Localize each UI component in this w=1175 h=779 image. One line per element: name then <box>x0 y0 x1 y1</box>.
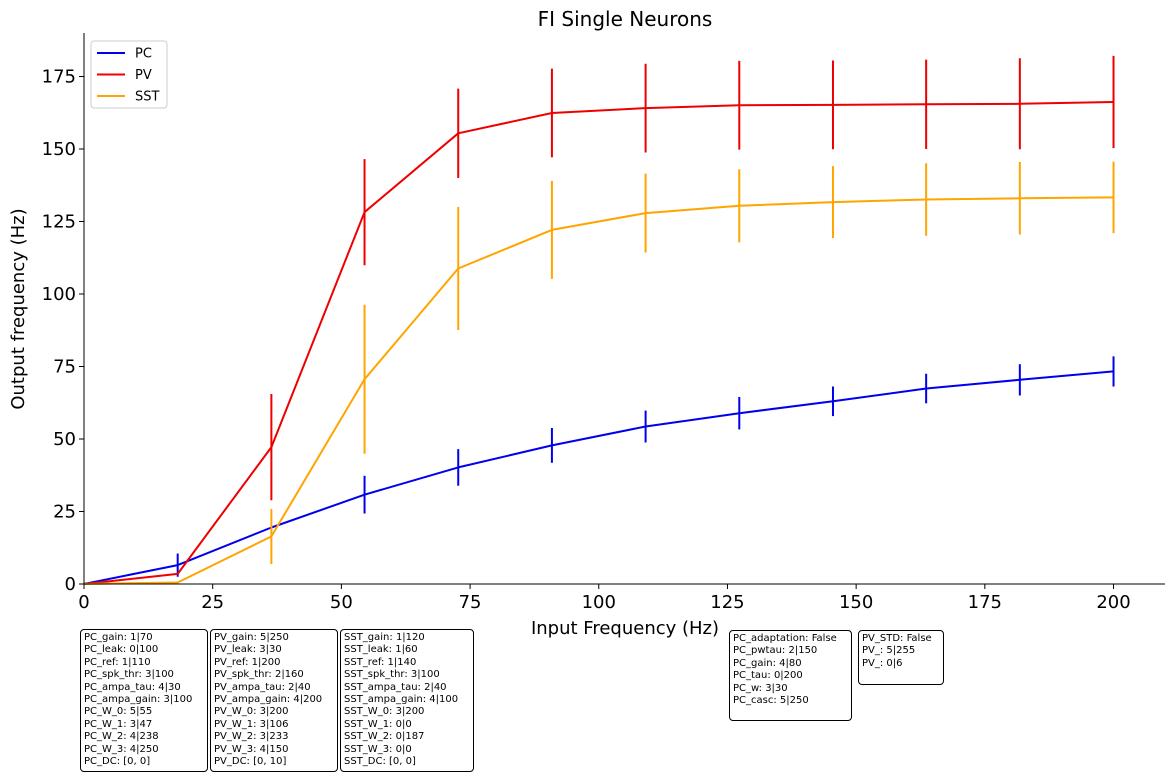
series-line-pc <box>83 370 1114 585</box>
param-line: PC_W_2: 4|238 <box>84 731 159 743</box>
x-tick-label: 25 <box>201 592 224 613</box>
y-tick-label: 75 <box>53 357 76 378</box>
param-line: SST_leak: 1|60 <box>344 644 418 656</box>
chart-title: FI Single Neurons <box>538 7 713 31</box>
param-line: PV_STD: False <box>862 633 932 644</box>
param-line: PC_leak: 0|100 <box>84 644 159 656</box>
param-line: PC_spk_thr: 3|100 <box>84 669 174 681</box>
param-line: PV_W_0: 3|200 <box>214 706 289 718</box>
plot-area <box>83 55 1115 585</box>
y-tick-label: 50 <box>53 429 76 450</box>
param-line: SST_spk_thr: 3|100 <box>344 669 440 681</box>
y-tick-label: 175 <box>42 67 76 88</box>
x-tick-label: 200 <box>1096 592 1130 613</box>
x-tick-label: 100 <box>582 592 616 613</box>
param-line: PV_spk_thr: 2|160 <box>214 669 304 681</box>
param-line: PV_: 0|6 <box>862 657 903 669</box>
param-line: PC_casc: 5|250 <box>733 695 809 707</box>
param-line: PC_tau: 0|200 <box>733 670 803 682</box>
y-tick-label: 125 <box>42 212 76 233</box>
param-line: PV_ampa_tau: 2|40 <box>214 681 311 693</box>
param-line: PC_gain: 1|70 <box>84 632 153 643</box>
y-tick-label: 25 <box>53 502 76 523</box>
param-line: PC_W_0: 5|55 <box>84 706 153 718</box>
x-tick-label: 0 <box>78 592 89 613</box>
param-line: PC_ampa_tau: 4|30 <box>84 681 181 693</box>
param-line: PC_adaptation: False <box>733 633 837 644</box>
pv-std-box: PV_STD: False PV_: 5|255 PV_: 0|6 <box>858 630 944 685</box>
param-line: SST_W_1: 0|0 <box>344 718 412 730</box>
x-tick-label: 150 <box>839 592 873 613</box>
param-line: PC_W_3: 4|250 <box>84 743 159 755</box>
param-line: PC_W_1: 3|47 <box>84 718 153 730</box>
pc-adaptation-box: PC_adaptation: False PC_pwtau: 2|150 PC_ga… <box>729 630 852 721</box>
legend-label: PC <box>135 47 152 62</box>
series-line-sst <box>83 196 1114 585</box>
param-line: PC_w: 3|30 <box>733 682 788 694</box>
sst-params-box: SST_gain: 1|120 SST_leak: 1|60 SST_ref: 1|… <box>340 629 474 772</box>
legend-label: PV <box>135 68 152 83</box>
y-axis-label: Output frequency (Hz) <box>8 208 29 409</box>
param-line: PV_ampa_gain: 4|200 <box>214 694 323 706</box>
pc-params-box: PC_gain: 1|70 PC_leak: 0|100 PC_ref: 1|110… <box>80 629 208 772</box>
axes: 0 25 50 75 100 125 150 175 200 0 25 50 75 100 125 150 17… <box>42 33 1165 613</box>
x-tick-label: 175 <box>968 592 1002 613</box>
param-line: PV_: 5|255 <box>862 645 916 657</box>
series-line-pv <box>83 101 1114 585</box>
param-line: PC_ampa_gain: 3|100 <box>84 694 193 706</box>
x-tick-label: 50 <box>330 592 353 613</box>
param-line: PC_ref: 1|110 <box>84 656 151 668</box>
param-line: PV_gain: 5|250 <box>214 632 289 643</box>
legend-frame <box>90 40 168 109</box>
param-line: SST_ampa_gain: 4|100 <box>344 694 459 706</box>
param-line: PV_W_1: 3|106 <box>214 718 289 730</box>
legend: PC PV SST <box>90 40 168 109</box>
x-tick-label: 125 <box>710 592 744 613</box>
param-line: PV_W_2: 3|233 <box>214 731 289 743</box>
param-line: SST_W_0: 3|200 <box>344 706 425 718</box>
x-axis-label: Input Frequency (Hz) <box>531 618 719 639</box>
param-line: SST_gain: 1|120 <box>344 632 425 643</box>
legend-label: SST <box>135 90 160 105</box>
param-line: SST_ref: 1|140 <box>344 656 417 668</box>
param-line: PV_ref: 1|200 <box>214 656 281 668</box>
y-tick-label: 100 <box>42 284 76 305</box>
param-line: PV_leak: 3|30 <box>214 644 282 656</box>
x-tick-label: 75 <box>459 592 482 613</box>
param-line: PC_DC: [0, 0] <box>84 756 151 768</box>
param-line: SST_W_2: 0|187 <box>344 731 425 743</box>
pv-params-box: PV_gain: 5|250 PV_leak: 3|30 PV_ref: 1|200… <box>210 629 338 772</box>
param-line: PC_pwtau: 2|150 <box>733 645 818 657</box>
param-line: SST_ampa_tau: 2|40 <box>344 681 447 693</box>
series-pv <box>83 55 1115 585</box>
y-tick-label: 150 <box>42 139 76 160</box>
param-line: PC_gain: 4|80 <box>733 657 802 669</box>
y-tick-label: 0 <box>65 574 76 595</box>
param-line: PV_DC: [0, 10] <box>214 756 287 768</box>
param-line: SST_DC: [0, 0] <box>344 756 416 768</box>
series-sst <box>83 161 1115 585</box>
param-line: SST_W_3: 0|0 <box>344 743 412 755</box>
series-pc <box>83 356 1115 585</box>
param-line: PV_W_3: 4|150 <box>214 743 289 755</box>
